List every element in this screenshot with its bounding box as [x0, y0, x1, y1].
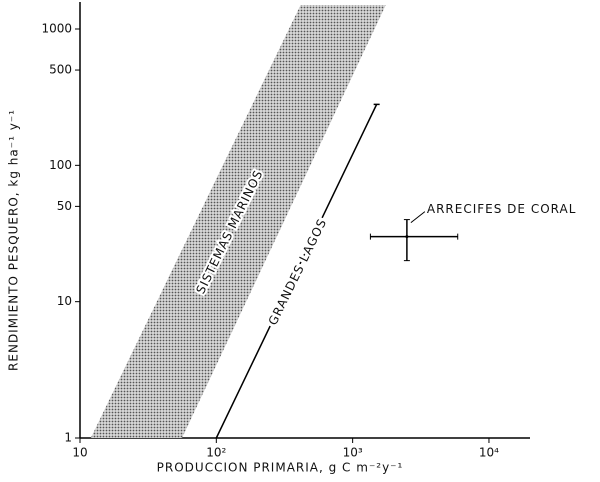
- y-tick-label: 1: [64, 431, 72, 445]
- y-axis-label: RENDIMIENTO PESQUERO, kg ha⁻¹ y⁻¹: [7, 109, 21, 371]
- x-tick-label: 10³: [343, 446, 363, 460]
- point-leader: [410, 211, 426, 224]
- series-line: [215, 104, 378, 439]
- x-tick-label: 10²: [206, 446, 226, 460]
- x-axis-label: PRODUCCION PRIMARIA, g C m⁻²y⁻¹: [157, 461, 404, 475]
- point: [405, 235, 409, 239]
- x-tick-label: 10⁴: [479, 446, 499, 460]
- y-tick-label: 100: [49, 158, 72, 172]
- band: [90, 5, 386, 438]
- point-label: ARRECIFES DE CORAL: [427, 202, 577, 216]
- y-tick-label: 10: [57, 294, 72, 308]
- y-tick-label: 1000: [41, 22, 72, 36]
- y-tick-label: 500: [49, 63, 72, 77]
- x-tick-label: 10: [72, 446, 87, 460]
- y-tick-label: 50: [57, 199, 72, 213]
